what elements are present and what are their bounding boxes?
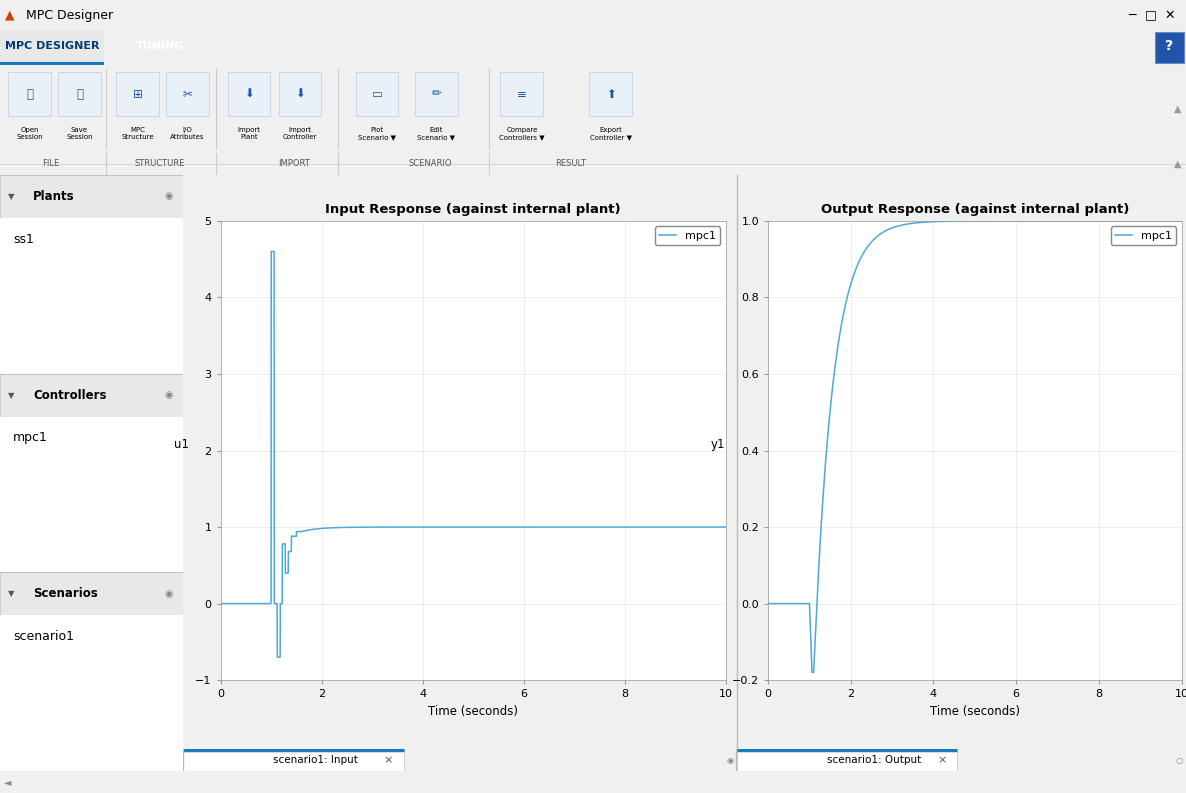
Title: Output Response (against internal plant): Output Response (against internal plant) xyxy=(821,202,1129,216)
Bar xyxy=(228,72,270,116)
Text: ◄: ◄ xyxy=(4,777,11,787)
Text: Edit
Scenario ▼: Edit Scenario ▼ xyxy=(417,127,455,140)
Bar xyxy=(0,416,183,573)
Text: MPC Designer: MPC Designer xyxy=(26,9,113,21)
Text: Scenarios: Scenarios xyxy=(33,588,97,600)
Text: SCENARIO: SCENARIO xyxy=(409,159,452,168)
Bar xyxy=(500,72,543,116)
Text: ◉: ◉ xyxy=(164,588,173,599)
Text: ✂: ✂ xyxy=(183,87,192,101)
Text: Open
Session: Open Session xyxy=(17,127,43,140)
Bar xyxy=(0,615,183,771)
Text: MPC
Structure: MPC Structure xyxy=(121,127,154,140)
Text: 💾: 💾 xyxy=(76,87,83,101)
Bar xyxy=(415,72,458,116)
Text: Plot
Scenario ▼: Plot Scenario ▼ xyxy=(358,127,396,140)
Text: scenario1: Input: scenario1: Input xyxy=(273,755,358,765)
Text: Save
Session: Save Session xyxy=(66,127,93,140)
Bar xyxy=(8,72,51,116)
Y-axis label: y1: y1 xyxy=(710,438,726,450)
Text: ◉: ◉ xyxy=(726,756,733,764)
Text: Import
Plant: Import Plant xyxy=(237,127,261,140)
Text: ▭: ▭ xyxy=(371,87,383,101)
Text: Compare
Controllers ▼: Compare Controllers ▼ xyxy=(499,127,544,140)
Bar xyxy=(356,72,398,116)
Text: ✏: ✏ xyxy=(432,87,441,101)
Text: ▼: ▼ xyxy=(8,589,14,598)
Bar xyxy=(1155,32,1184,63)
Text: I/O
Attributes: I/O Attributes xyxy=(170,127,205,140)
Text: 📁: 📁 xyxy=(26,87,33,101)
Text: IMPORT: IMPORT xyxy=(279,159,310,168)
Bar xyxy=(0,218,183,374)
Text: ss1: ss1 xyxy=(13,233,33,246)
Text: RESULT: RESULT xyxy=(555,159,586,168)
Bar xyxy=(116,72,159,116)
Text: ✕: ✕ xyxy=(1165,9,1174,21)
Text: Plants: Plants xyxy=(33,190,75,203)
Text: ▲: ▲ xyxy=(5,9,14,21)
Text: TUNING: TUNING xyxy=(136,40,184,51)
Text: mpc1: mpc1 xyxy=(13,431,47,445)
Bar xyxy=(58,72,101,116)
X-axis label: Time (seconds): Time (seconds) xyxy=(428,705,518,718)
Text: ◉: ◉ xyxy=(164,191,173,201)
Text: ?: ? xyxy=(1166,39,1173,53)
Bar xyxy=(0,30,104,65)
Text: ≡: ≡ xyxy=(517,87,527,101)
Text: ▲: ▲ xyxy=(1174,104,1181,114)
Text: ⊞: ⊞ xyxy=(133,87,142,101)
Text: □: □ xyxy=(1144,9,1156,21)
Title: Input Response (against internal plant): Input Response (against internal plant) xyxy=(325,202,621,216)
Bar xyxy=(0,374,183,416)
Text: scenario1: scenario1 xyxy=(13,630,74,643)
Text: Export
Controller ▼: Export Controller ▼ xyxy=(589,127,632,140)
X-axis label: Time (seconds): Time (seconds) xyxy=(930,705,1020,718)
Text: ×: × xyxy=(938,755,946,765)
Text: MPC DESIGNER: MPC DESIGNER xyxy=(5,40,100,51)
Text: ◉: ◉ xyxy=(164,390,173,400)
Text: ⬇: ⬇ xyxy=(295,87,305,101)
Bar xyxy=(166,72,209,116)
Text: ⬆: ⬆ xyxy=(606,87,616,101)
Y-axis label: u1: u1 xyxy=(174,438,189,450)
Text: ▼: ▼ xyxy=(8,391,14,400)
Bar xyxy=(0,175,183,218)
Text: ×: × xyxy=(384,755,394,765)
Legend: mpc1: mpc1 xyxy=(655,227,720,245)
Text: scenario1: Output: scenario1: Output xyxy=(827,755,922,765)
Text: Controllers: Controllers xyxy=(33,389,107,401)
Text: Import
Controller: Import Controller xyxy=(283,127,317,140)
Text: ○: ○ xyxy=(1175,756,1182,764)
Text: FILE: FILE xyxy=(43,159,59,168)
Text: ⬇: ⬇ xyxy=(244,87,254,101)
Bar xyxy=(279,72,321,116)
Bar xyxy=(589,72,632,116)
Text: ─: ─ xyxy=(1128,9,1135,21)
Text: ▲: ▲ xyxy=(1174,159,1181,169)
Text: STRUCTURE: STRUCTURE xyxy=(135,159,185,168)
Legend: mpc1: mpc1 xyxy=(1110,227,1177,245)
Bar xyxy=(0,573,183,615)
Text: ▼: ▼ xyxy=(8,192,14,201)
